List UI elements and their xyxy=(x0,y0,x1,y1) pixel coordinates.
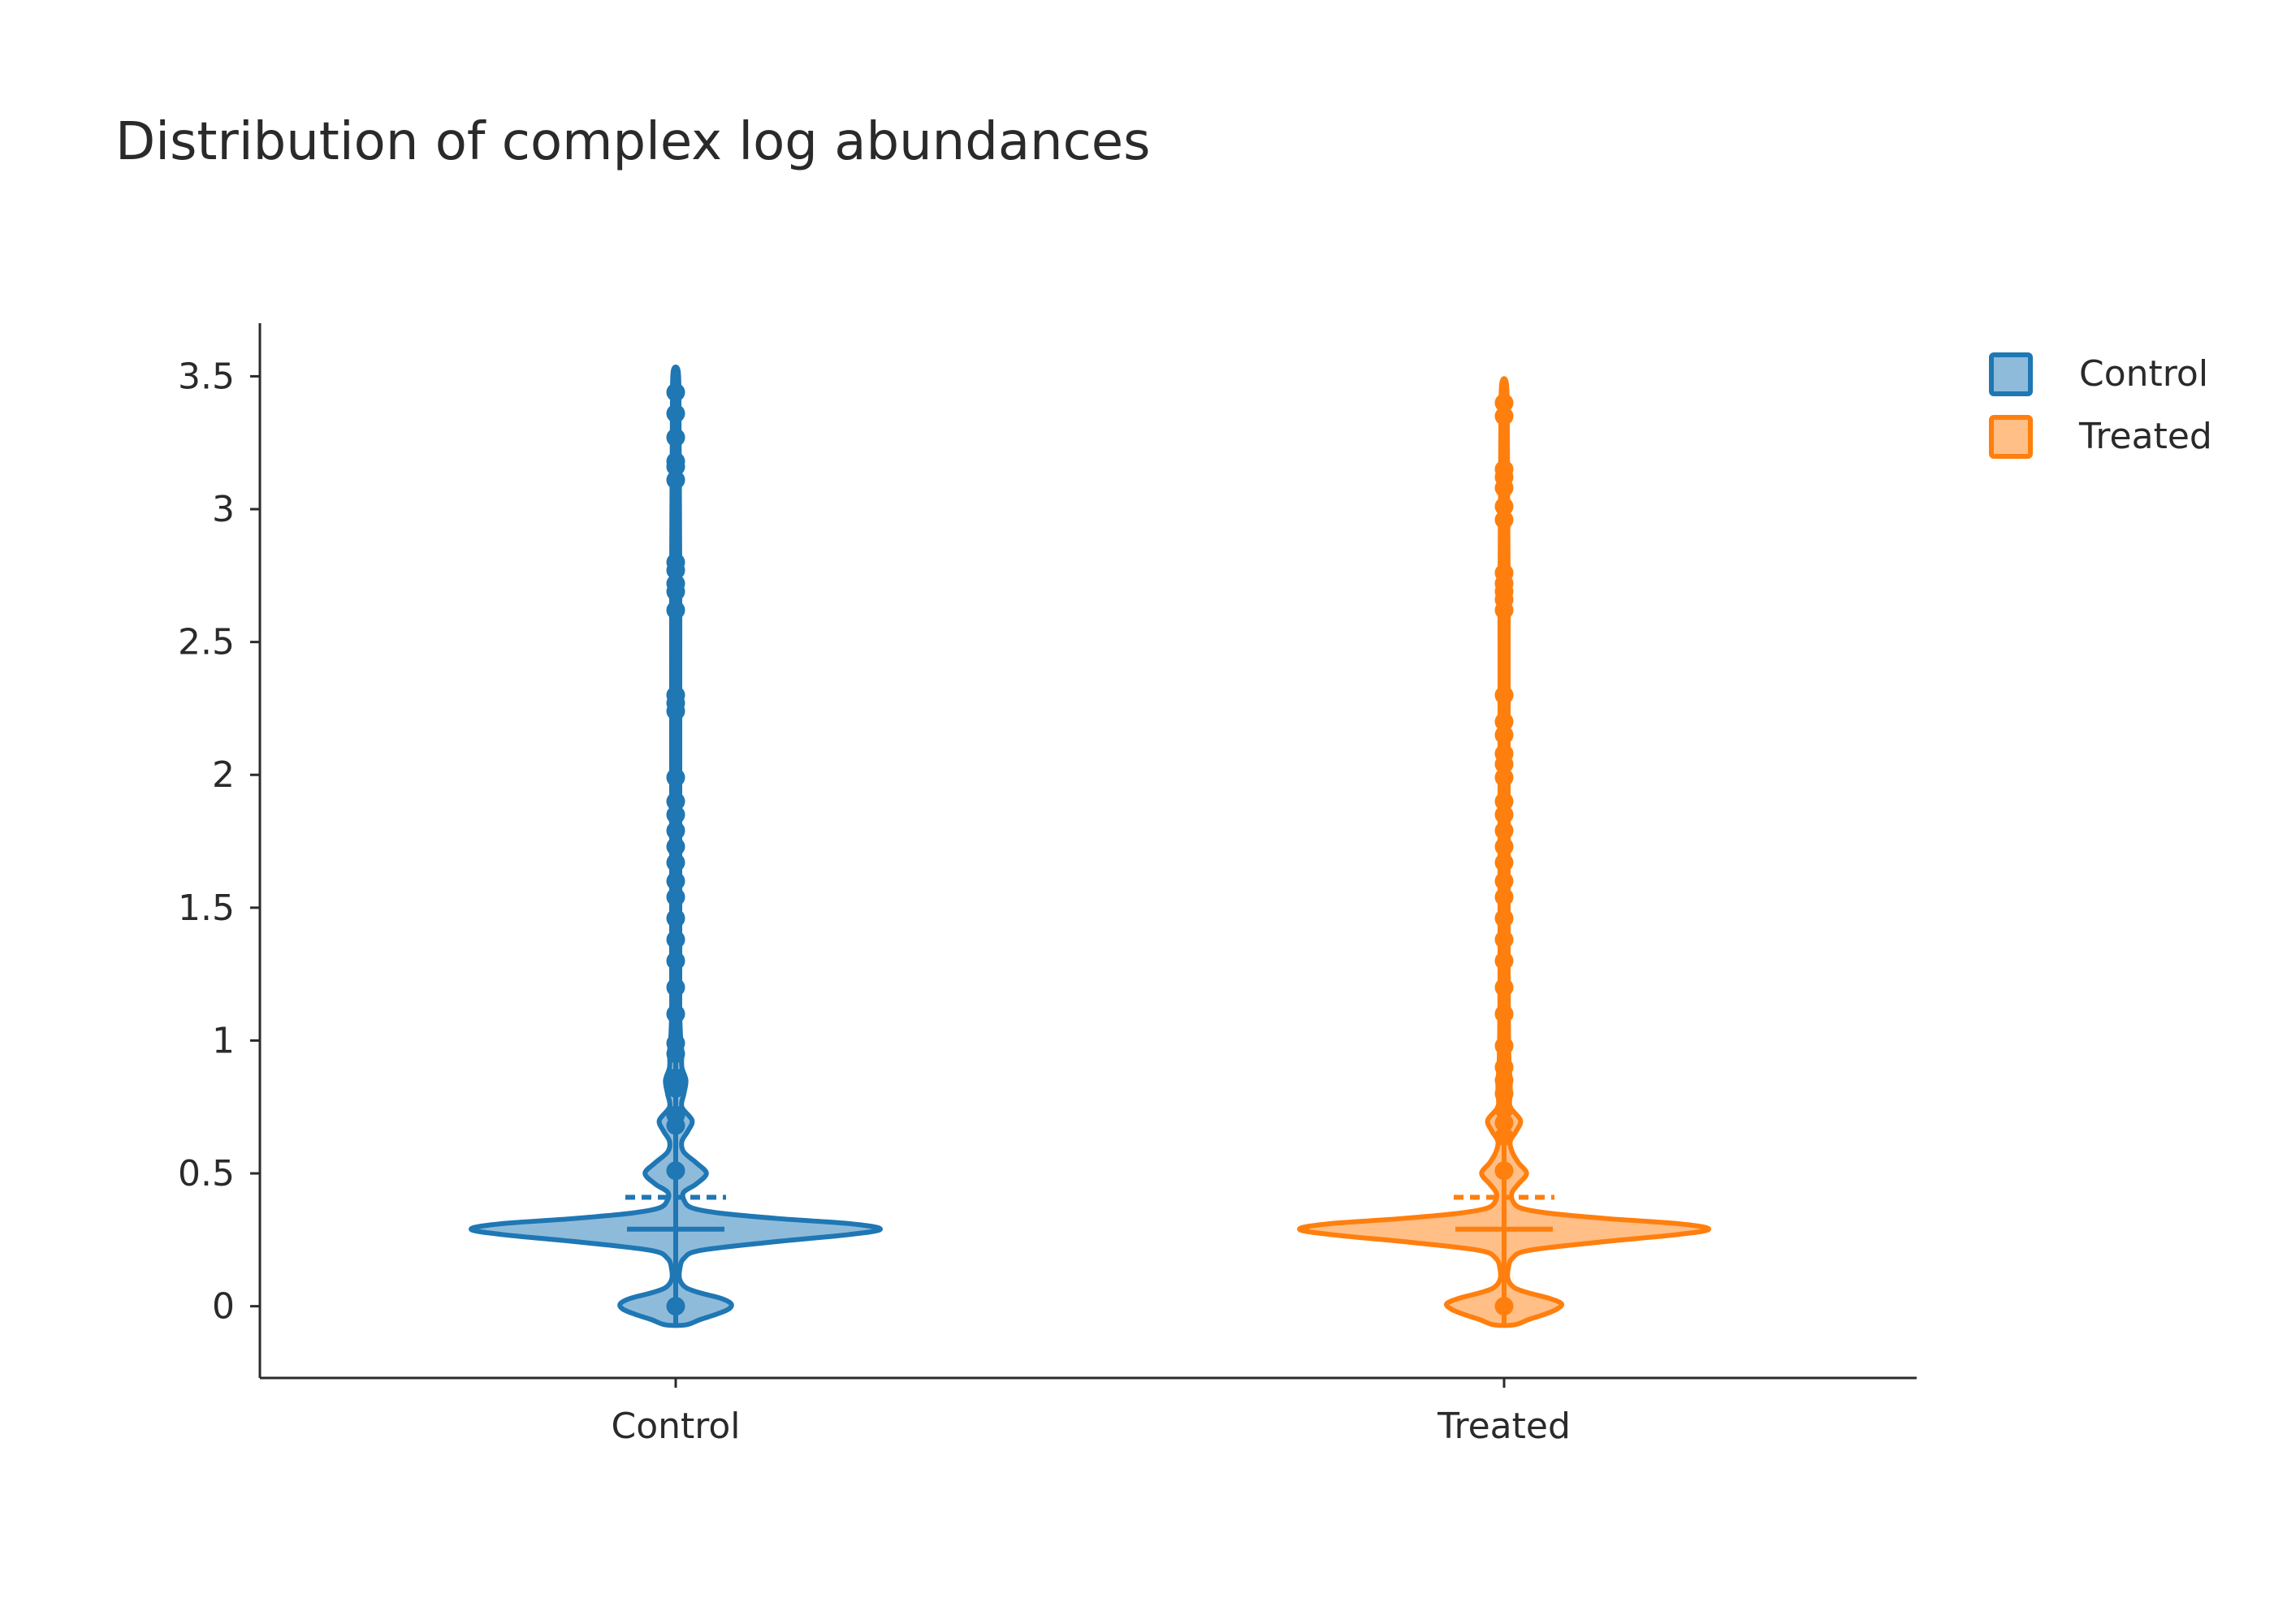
data-point xyxy=(1494,1113,1514,1133)
data-point xyxy=(666,600,685,620)
data-point xyxy=(1494,888,1514,907)
data-point xyxy=(666,888,685,907)
data-point xyxy=(666,930,685,949)
data-point xyxy=(1494,1057,1514,1077)
data-point xyxy=(1494,510,1514,529)
data-point xyxy=(1494,1161,1514,1181)
data-point xyxy=(1494,1297,1514,1316)
data-point xyxy=(666,1068,685,1087)
data-point xyxy=(666,837,685,857)
y-tick-label: 3 xyxy=(212,489,235,530)
data-point xyxy=(1494,497,1514,516)
data-point xyxy=(1494,407,1514,426)
data-point xyxy=(1494,712,1514,732)
data-point xyxy=(1494,768,1514,788)
violin-series-control xyxy=(468,364,884,1328)
data-point xyxy=(666,470,685,490)
data-point xyxy=(1494,1071,1514,1091)
y-tick-label: 0.5 xyxy=(178,1153,235,1194)
y-tick-label: 2.5 xyxy=(178,622,235,663)
data-point xyxy=(1494,930,1514,949)
data-point xyxy=(666,451,685,471)
data-point xyxy=(1494,951,1514,970)
data-point xyxy=(666,853,685,872)
data-point xyxy=(666,552,685,572)
data-point xyxy=(666,951,685,970)
data-point xyxy=(1494,1004,1514,1024)
data-point xyxy=(666,1004,685,1024)
legend-swatch xyxy=(1989,352,2033,396)
y-tick-label: 3.5 xyxy=(178,356,235,397)
legend-item-control: Control xyxy=(1989,352,2208,396)
data-point xyxy=(1494,871,1514,891)
data-point xyxy=(1494,685,1514,705)
y-tick-label: 2 xyxy=(212,754,235,796)
data-point xyxy=(1494,1036,1514,1056)
x-tick-label: Treated xyxy=(1437,1406,1571,1447)
data-point xyxy=(666,1297,685,1316)
plot-area: 0 0.5 1 1.5 2 2.5 3 3.5 Control Treated xyxy=(178,323,1917,1447)
legend-label: Treated xyxy=(2078,416,2212,457)
y-tick-label: 1.5 xyxy=(178,888,235,929)
legend-item-treated: Treated xyxy=(1989,415,2212,459)
data-point xyxy=(666,404,685,423)
data-point xyxy=(1494,792,1514,811)
legend-swatch xyxy=(1989,415,2033,459)
data-point xyxy=(1494,1084,1514,1104)
data-point xyxy=(666,805,685,824)
data-point xyxy=(1494,744,1514,763)
data-point xyxy=(666,978,685,997)
data-point xyxy=(1494,805,1514,824)
y-tick-label: 1 xyxy=(212,1020,235,1061)
data-point xyxy=(666,1105,685,1125)
data-point xyxy=(666,821,685,840)
data-point xyxy=(1494,978,1514,997)
y-tick-label: 0 xyxy=(212,1286,235,1328)
data-point xyxy=(666,768,685,788)
data-point xyxy=(1494,837,1514,857)
data-point xyxy=(1494,564,1514,583)
data-point xyxy=(666,685,685,705)
violin-series-treated xyxy=(1296,376,1712,1328)
data-point xyxy=(1494,393,1514,412)
data-point xyxy=(666,1161,685,1181)
data-point xyxy=(1494,460,1514,479)
data-point xyxy=(1494,1126,1514,1146)
chart-title: Distribution of complex log abundances xyxy=(115,112,1151,172)
data-point xyxy=(666,871,685,891)
data-point xyxy=(1494,853,1514,872)
data-point xyxy=(666,792,685,811)
x-tick-label: Control xyxy=(611,1406,740,1447)
data-point xyxy=(1494,821,1514,840)
data-point xyxy=(666,428,685,447)
data-point xyxy=(666,574,685,594)
data-point xyxy=(1494,725,1514,745)
legend: Control Treated xyxy=(1989,352,2212,459)
data-point xyxy=(666,909,685,928)
data-point xyxy=(666,382,685,402)
data-point xyxy=(1494,909,1514,928)
data-point xyxy=(666,1034,685,1053)
data-point xyxy=(1494,1100,1514,1120)
legend-label: Control xyxy=(2079,353,2208,395)
